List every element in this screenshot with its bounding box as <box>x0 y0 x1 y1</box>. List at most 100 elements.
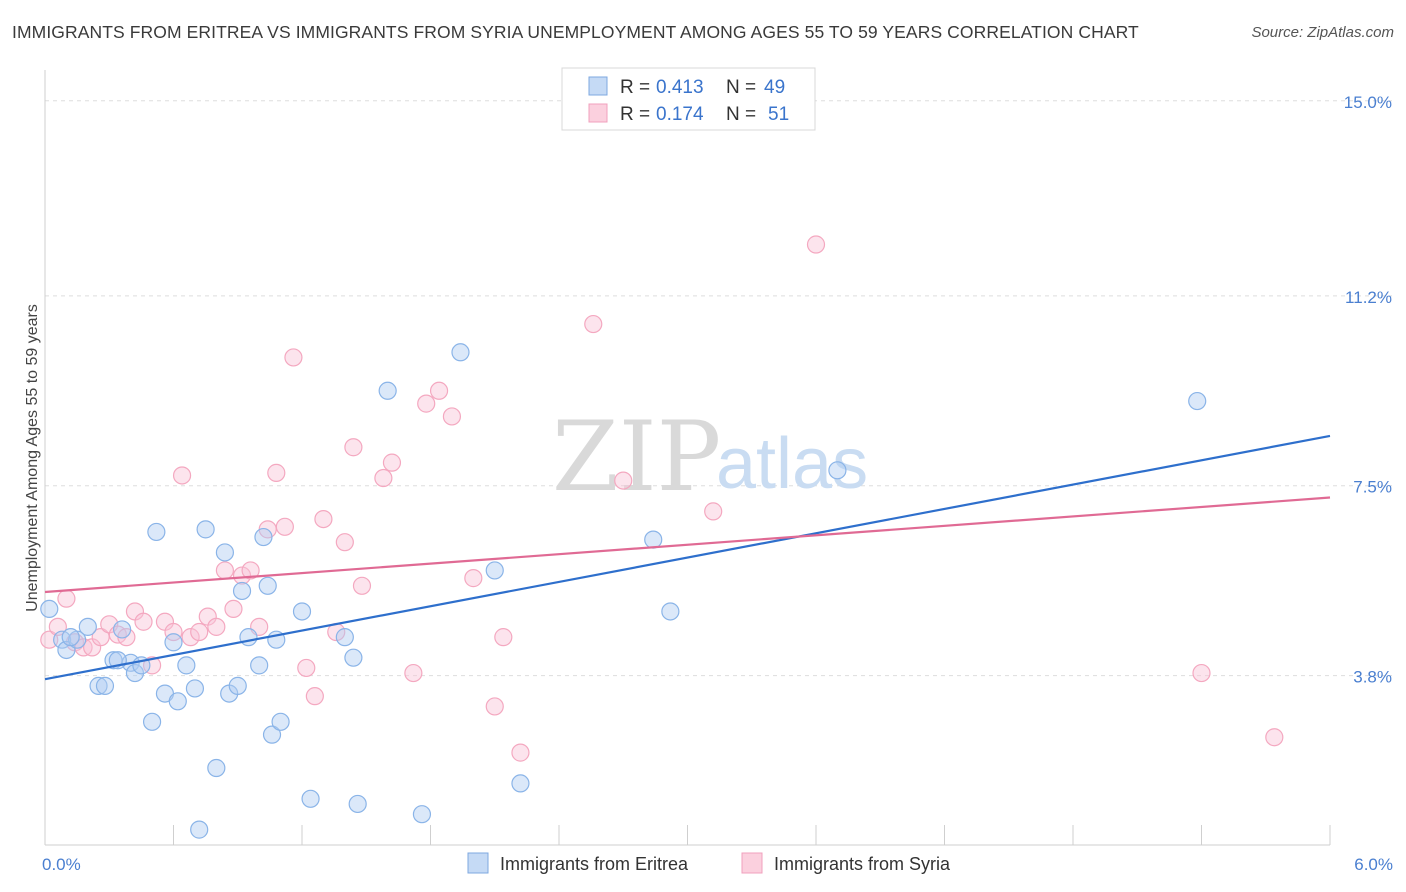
syria-point <box>40 630 59 649</box>
chart-title: IMMIGRANTS FROM ERITREA VS IMMIGRANTS FR… <box>12 22 1139 42</box>
syria-point <box>374 468 393 488</box>
y-tick-label-2: 11.2% <box>1345 288 1392 307</box>
syria-point <box>806 235 826 254</box>
eritrea-point <box>89 676 108 695</box>
y-axis-label: Unemployment Among Ages 55 to 59 years <box>24 304 41 612</box>
eritrea-point <box>40 599 59 619</box>
legend-r-label-syria: R = <box>620 104 650 125</box>
eritrea-point <box>168 692 187 711</box>
syria-point <box>382 453 402 472</box>
legend-n-label-eritrea: N = <box>726 77 756 98</box>
eritrea-point <box>271 712 290 731</box>
syria-point <box>215 561 234 580</box>
syria-point <box>417 394 436 413</box>
eritrea-point <box>335 628 354 647</box>
x-tick-labels: 0.0% 6.0% <box>42 855 1393 874</box>
syria-point <box>232 566 252 585</box>
eritrea-point <box>228 676 247 695</box>
x-tick-label-0: 0.0% <box>42 855 81 874</box>
legend-swatch-eritrea <box>588 76 608 96</box>
syria-point <box>314 509 333 529</box>
syria-point <box>164 622 183 642</box>
eritrea-point <box>250 656 269 675</box>
eritrea-point <box>239 628 258 647</box>
eritrea-point <box>78 617 97 636</box>
syria-point <box>404 663 423 683</box>
syria-point <box>134 612 153 631</box>
legend-r-value-eritrea: 0.413 <box>656 77 704 98</box>
syria-point <box>494 628 513 647</box>
syria-point <box>352 576 372 595</box>
x-axis-ticks <box>173 825 1331 845</box>
syria-point <box>485 697 504 716</box>
watermark-zip: ZIP <box>552 401 721 513</box>
syria-point <box>284 348 303 367</box>
series-legend-label-eritrea: Immigrants from Eritrea <box>500 854 689 874</box>
syria-point <box>614 471 633 490</box>
legend-n-value-eritrea: 49 <box>764 77 785 98</box>
syria-point <box>344 438 363 457</box>
syria-point <box>267 463 286 482</box>
eritrea-point <box>177 656 196 675</box>
eritrea-point <box>1188 391 1207 411</box>
syria-point <box>442 407 462 426</box>
y-tick-label-0: 3.8% <box>1353 668 1392 687</box>
eritrea-point <box>196 520 215 539</box>
eritrea-point <box>258 576 277 595</box>
eritrea-point <box>254 527 273 547</box>
eritrea-point <box>292 602 312 621</box>
eritrea-point <box>95 676 115 695</box>
legend-r-value-syria: 0.174 <box>656 104 704 125</box>
correlation-legend: R = 0.413 N = 49 R = 0.174 N = 51 <box>561 67 816 131</box>
eritrea-point <box>207 758 226 778</box>
eritrea-point <box>661 602 680 621</box>
series-legend: Immigrants from Eritrea Immigrants from … <box>467 852 951 874</box>
eritrea-point <box>644 530 663 549</box>
syria-point <box>172 466 192 485</box>
watermark-atlas: atlas <box>716 424 868 504</box>
syria-point <box>181 628 200 647</box>
eritrea-point <box>828 461 847 480</box>
trend-lines <box>44 434 1331 681</box>
eritrea-point <box>451 343 470 362</box>
y-tick-label-3: 15.0% <box>1344 93 1392 112</box>
eritrea-point <box>262 725 282 744</box>
syria-point <box>190 622 209 642</box>
syria-point <box>57 589 76 608</box>
eritrea-point <box>378 381 397 400</box>
legend-n-label-syria: N = <box>726 104 756 125</box>
syria-trend-line <box>44 496 1331 594</box>
eritrea-point <box>485 561 504 580</box>
eritrea-point <box>112 620 132 639</box>
eritrea-point <box>511 774 530 793</box>
y-tick-label-1: 7.5% <box>1353 478 1392 497</box>
legend-r-label-eritrea: R = <box>620 77 650 98</box>
syria-point <box>1192 663 1211 683</box>
eritrea-point <box>348 794 367 814</box>
syria-point <box>704 502 723 521</box>
syria-point <box>511 743 530 762</box>
syria-point <box>1265 728 1284 747</box>
syria-point <box>335 533 354 552</box>
series-legend-swatch-syria <box>741 852 763 874</box>
syria-point <box>224 599 243 619</box>
eritrea-point <box>61 628 80 647</box>
eritrea-point <box>147 522 166 542</box>
eritrea-trend-line <box>44 434 1331 681</box>
x-tick-label-1: 6.0% <box>1354 855 1393 874</box>
syria-point <box>297 658 316 678</box>
syria-point <box>464 569 483 588</box>
syria-point <box>584 314 603 334</box>
eritrea-point <box>301 789 320 808</box>
eritrea-point <box>185 679 205 698</box>
eritrea-point <box>190 820 209 839</box>
series-eritrea-points <box>40 343 1207 839</box>
syria-point <box>207 617 226 636</box>
syria-point <box>275 517 294 536</box>
syria-point <box>142 656 162 675</box>
syria-point <box>305 687 324 706</box>
eritrea-point <box>232 581 252 601</box>
syria-point <box>429 381 449 400</box>
source-credit: Source: ZipAtlas.com <box>1251 24 1394 41</box>
